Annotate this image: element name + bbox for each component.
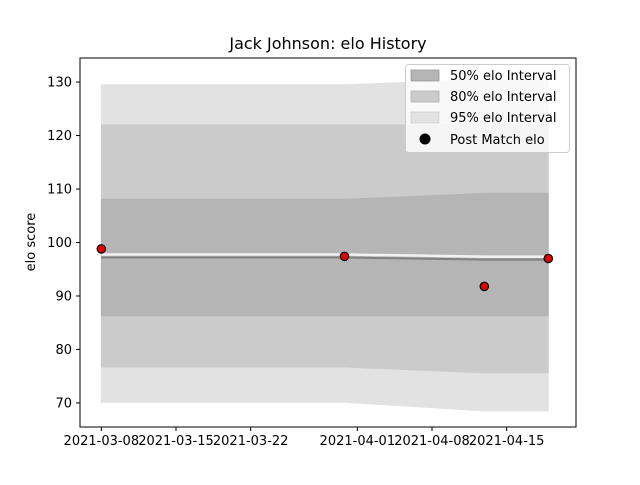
y-axis-label: elo score xyxy=(24,213,39,272)
mean-elo-highlight-line xyxy=(101,253,549,258)
legend-label-post-match: Post Match elo xyxy=(450,133,545,148)
post-match-point-4 xyxy=(543,253,554,264)
y-tick-label: 130 xyxy=(47,76,72,91)
x-tick-label: 2021-04-15 xyxy=(469,434,545,449)
x-tick-label: 2021-03-08 xyxy=(64,434,140,449)
y-tick-label: 70 xyxy=(55,396,72,411)
post-match-points xyxy=(96,244,554,292)
legend-swatch-80 xyxy=(410,90,440,103)
legend-label-80: 80% elo Interval xyxy=(450,90,557,105)
legend-marker-post-match xyxy=(419,133,431,145)
chart-title: Jack Johnson: elo History xyxy=(228,34,426,53)
y-tick-label: 80 xyxy=(55,343,72,358)
post-match-point-3 xyxy=(479,281,490,292)
x-tick-label: 2021-03-22 xyxy=(213,434,289,449)
post-match-point-2 xyxy=(339,251,350,262)
y-tick-label: 100 xyxy=(47,236,72,251)
mean-elo-line xyxy=(101,256,549,261)
x-tick-label: 2021-03-15 xyxy=(138,434,214,449)
legend-label-50: 50% elo Interval xyxy=(450,69,557,84)
y-tick-label: 90 xyxy=(55,289,72,304)
post-match-point-1 xyxy=(96,244,107,254)
x-tick-label: 2021-04-08 xyxy=(394,434,470,449)
legend-swatch-95 xyxy=(410,111,440,124)
x-tick-label: 2021-04-01 xyxy=(320,434,396,449)
y-axis: 70 80 90 100 110 120 130 xyxy=(47,76,80,411)
legend-label-95: 95% elo Interval xyxy=(450,111,557,126)
legend-box xyxy=(405,64,570,153)
legend-swatch-50 xyxy=(410,69,440,82)
x-axis: 2021-03-08 2021-03-15 2021-03-22 2021-04-01… xyxy=(64,427,545,449)
mean-elo-lines xyxy=(101,253,549,261)
y-tick-label: 120 xyxy=(47,129,72,144)
y-tick-label: 110 xyxy=(47,183,72,198)
legend: 50% elo Interval 80% elo Interval 95% el… xyxy=(405,64,570,153)
